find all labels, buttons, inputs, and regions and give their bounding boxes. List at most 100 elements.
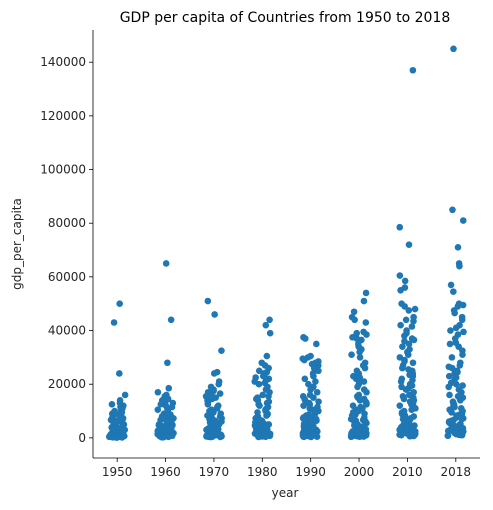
data-point: [445, 383, 452, 391]
data-point: [313, 340, 320, 348]
data-point: [362, 289, 370, 297]
data-point: [113, 434, 121, 441]
data-point: [262, 321, 270, 329]
x-ticks: 1950 1960 1970 1980 1990 2000 2010 2018: [102, 458, 471, 479]
x-tick-label: 2018: [441, 465, 472, 479]
data-point: [452, 324, 460, 332]
x-tick-label: 1990: [295, 465, 326, 479]
data-point: [263, 412, 270, 419]
data-point: [448, 364, 456, 372]
data-point: [363, 331, 370, 338]
data-point: [121, 391, 129, 399]
data-point: [216, 390, 224, 397]
data-point: [313, 388, 321, 396]
data-point: [397, 286, 404, 294]
data-point: [396, 402, 404, 409]
data-point: [256, 402, 263, 409]
data-point: [218, 347, 225, 354]
data-point: [301, 356, 308, 364]
x-tick-label: 1950: [102, 465, 133, 479]
data-point: [307, 433, 315, 441]
data-point: [165, 433, 172, 441]
data-point: [460, 328, 467, 336]
data-point: [207, 433, 214, 441]
data-point: [307, 386, 314, 393]
data-point: [451, 309, 458, 317]
data-point: [459, 301, 467, 309]
data-point: [363, 388, 370, 396]
data-point: [450, 288, 457, 295]
y-tick-label: 40000: [48, 324, 86, 338]
data-point: [448, 409, 455, 416]
data-point: [397, 378, 405, 385]
data-point: [447, 327, 454, 334]
data-point: [305, 380, 312, 388]
data-point: [362, 319, 370, 326]
data-point: [116, 370, 123, 377]
data-point: [405, 307, 413, 314]
data-point: [347, 433, 355, 441]
data-point: [204, 401, 212, 408]
data-point: [456, 262, 463, 270]
data-point: [458, 431, 466, 439]
data-point: [350, 308, 358, 316]
data-point: [118, 434, 126, 441]
data-point: [265, 392, 272, 400]
y-tick-label: 60000: [48, 270, 86, 284]
data-point: [406, 432, 414, 440]
data-point: [405, 340, 413, 348]
data-point: [444, 432, 452, 440]
data-point: [400, 395, 408, 403]
data-point: [363, 401, 370, 408]
y-tick-label: 20000: [48, 377, 86, 391]
data-point: [312, 378, 319, 385]
data-point: [401, 277, 409, 285]
data-point: [356, 433, 363, 440]
data-point: [451, 403, 458, 411]
data-point: [159, 434, 167, 441]
data-point: [446, 340, 454, 348]
data-point: [110, 319, 118, 326]
chart-title: GDP per capita of Countries from 1950 to…: [120, 10, 451, 26]
data-point: [396, 223, 404, 231]
data-point: [456, 362, 464, 369]
data-point: [255, 380, 263, 388]
data-point: [452, 380, 460, 388]
data-point: [348, 351, 355, 358]
x-tick-label: 2010: [392, 465, 423, 479]
data-point: [409, 359, 417, 367]
data-point: [356, 397, 364, 404]
y-axis-label: gdp_per_capita: [10, 198, 24, 290]
data-point: [356, 348, 363, 356]
data-point: [404, 351, 412, 358]
data-point: [361, 364, 369, 372]
data-point: [457, 397, 464, 404]
data-point: [401, 332, 408, 340]
data-point: [360, 297, 368, 305]
data-point: [409, 66, 417, 74]
data-point: [360, 378, 368, 385]
data-point: [154, 406, 162, 414]
y-tick-label: 0: [78, 431, 86, 445]
data-point: [448, 354, 456, 361]
data-point: [116, 300, 123, 308]
data-point: [408, 323, 416, 330]
data-point: [402, 386, 410, 393]
data-point: [262, 433, 270, 440]
data-point: [410, 317, 417, 325]
data-point: [405, 241, 413, 248]
data-point: [450, 45, 457, 53]
data-point: [204, 297, 212, 305]
data-points: [105, 45, 467, 441]
y-tick-label: 120000: [40, 109, 86, 123]
data-point: [351, 316, 358, 324]
data-point: [401, 303, 408, 310]
data-point: [459, 351, 466, 358]
data-point: [315, 367, 322, 375]
data-point: [459, 217, 467, 224]
data-point: [301, 335, 309, 342]
data-point: [108, 401, 116, 408]
data-point: [211, 311, 218, 318]
y-tick-label: 100000: [40, 163, 86, 177]
